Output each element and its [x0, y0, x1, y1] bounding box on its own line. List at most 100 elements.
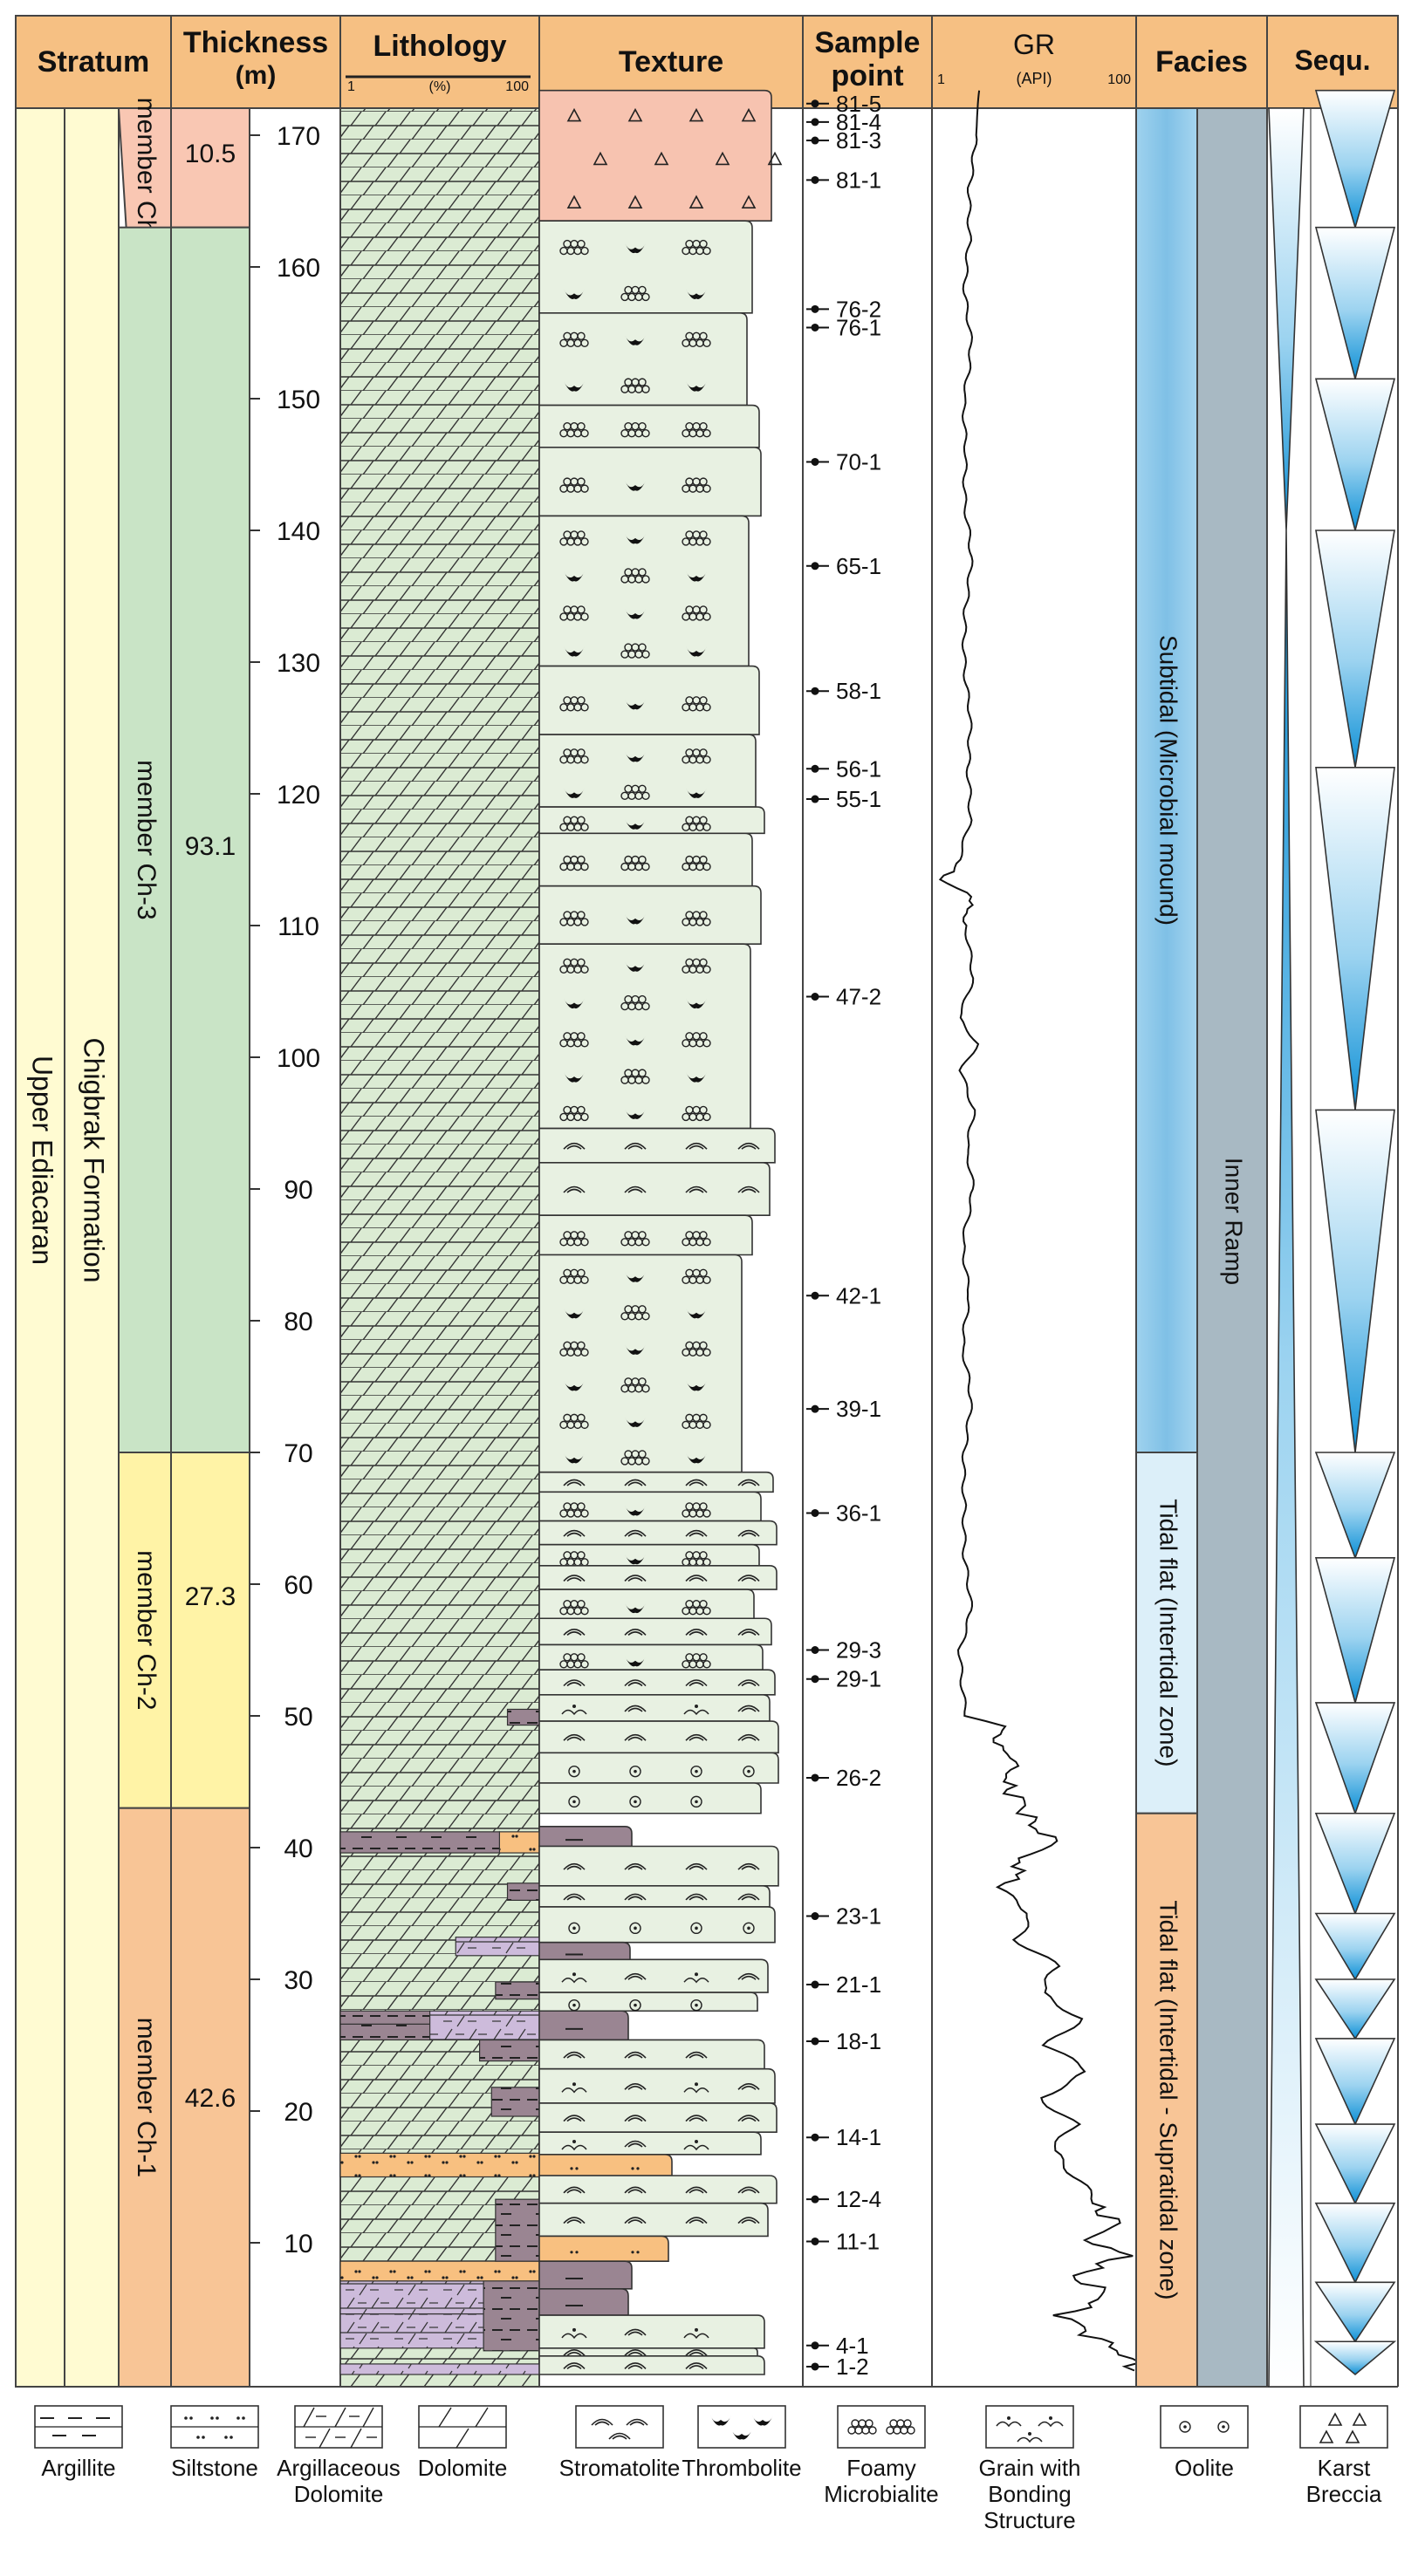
scale-label: 160: [277, 254, 320, 283]
thrombolite-mark: [564, 571, 585, 582]
oolite-mark: [743, 1922, 755, 1935]
karst-mark: [689, 195, 704, 209]
foamy-mark: [699, 911, 708, 919]
foamy-mark: [638, 1231, 647, 1240]
sample-dot: [811, 1646, 819, 1654]
scale-label: 60: [284, 1571, 312, 1600]
sample-dot: [811, 795, 819, 803]
texture-bed: [538, 89, 772, 222]
thrombolite-mark: [686, 1452, 707, 1464]
dolomite-fill: [339, 107, 540, 2388]
texture-bed: [538, 1543, 760, 1567]
foamy-mark: [577, 1105, 586, 1115]
foamy-mark: [903, 2419, 912, 2428]
stromatolite-mark: [737, 2115, 760, 2122]
sample-label: 58-1: [836, 678, 881, 704]
sequence-long-triangle-down: [1268, 107, 1305, 531]
texture-bed: [538, 2039, 765, 2070]
stromatolite-mark: [624, 1186, 647, 1193]
stromatolite-mark: [737, 1705, 760, 1712]
legend-dot: [210, 2416, 214, 2420]
argillite-bed: [339, 2010, 431, 2025]
legend-label: Argillite: [41, 2455, 115, 2481]
legend-label: Siltstone: [171, 2455, 258, 2481]
oolite-mark: [743, 1765, 755, 1778]
facies-intertidal-label: Tidal flat (Intertidal zone): [1155, 1499, 1182, 1766]
texture-bed: [538, 1669, 776, 1696]
foamy-mark: [702, 1039, 711, 1048]
foamy-mark: [577, 1413, 586, 1423]
thrombolite-mark: [625, 1505, 646, 1516]
sample-dot: [811, 1508, 819, 1517]
stromatolite-mark: [624, 1142, 647, 1150]
texture-bed: [538, 1992, 758, 2012]
thrombolite-mark: [625, 533, 646, 544]
grain-mark-dot: [695, 2327, 698, 2332]
facies-inner-ramp: [1196, 107, 1268, 2388]
stromatolite-mark: [624, 1893, 647, 1901]
argillite-bed: [495, 2198, 540, 2262]
foamy-mark: [577, 855, 586, 864]
sample-dot: [811, 2195, 819, 2204]
stromatolite-mark: [685, 1186, 708, 1193]
sample-label: 39-1: [836, 1396, 881, 1422]
scale-label: 10: [284, 2230, 312, 2258]
stromatolite-mark: [737, 2186, 760, 2194]
texture-bed: [538, 1845, 779, 1887]
grain-mark-dot: [572, 2139, 576, 2143]
sample-dot: [811, 2237, 819, 2245]
stromatolite-mark: [685, 1629, 708, 1636]
grain-mark: [561, 2333, 587, 2340]
oolite-mark-core: [634, 1926, 637, 1930]
facies-supratidal-label: Tidal flat (Intertidal - Supratidal zone…: [1155, 1900, 1182, 2299]
member-label: member Ch-2: [132, 1550, 161, 1710]
scale-label: 140: [277, 517, 320, 546]
karst-mark: [627, 195, 643, 209]
foamy-mark: [577, 748, 586, 757]
grain-mark-dot: [1049, 2416, 1052, 2420]
sample-dot: [811, 1912, 819, 1921]
legend-label: Karst: [1318, 2455, 1371, 2481]
thrombolite-mark: [686, 1380, 707, 1391]
foamy-mark: [580, 1509, 589, 1518]
foamy-mark: [641, 1457, 650, 1466]
thrombolite-mark: [564, 646, 585, 657]
grain-mark: [683, 1977, 709, 1984]
stromatolite-mark: [624, 2217, 647, 2224]
stromatolite-mark: [685, 1529, 708, 1537]
foamy-mark: [699, 1653, 708, 1662]
foamy-mark: [641, 650, 650, 659]
texture-bed: [538, 1782, 762, 1814]
legend-label: Grain with: [978, 2455, 1080, 2481]
texture-bed: [538, 2175, 778, 2204]
grain-mark-dot: [572, 2082, 576, 2087]
grain-mark-dot: [1007, 2416, 1011, 2420]
scale-label: 170: [277, 122, 320, 151]
sequence-triangle: [1315, 530, 1395, 768]
foamy-mark: [699, 855, 708, 864]
sample-dot: [811, 1675, 819, 1684]
scale-label: 70: [284, 1439, 312, 1468]
stromatolite-mark: [624, 2083, 647, 2090]
grain-mark: [683, 2144, 709, 2151]
foamy-mark: [580, 823, 589, 831]
stromatolite-mark: [737, 1142, 760, 1150]
thrombolite-mark: [686, 381, 707, 392]
foamy-mark: [580, 1660, 589, 1669]
silt-dot: [570, 2167, 573, 2170]
silt-dot: [631, 2251, 634, 2254]
sequence-triangle: [1315, 767, 1395, 1110]
foamy-mark: [641, 385, 650, 393]
legend-slash: [319, 2428, 331, 2449]
stromatolite-mark: [737, 1862, 760, 1870]
oolite-mark-core: [634, 2003, 637, 2007]
sample-label: 70-1: [836, 448, 881, 475]
legend-dot: [216, 2416, 219, 2420]
sample-label: 29-3: [836, 1637, 881, 1664]
facies-inner-ramp-label: Inner Ramp: [1221, 1158, 1248, 1285]
stromatolite-mark: [563, 2115, 586, 2122]
foamy-mark: [577, 816, 586, 824]
sample-label: 18-1: [836, 2028, 881, 2054]
